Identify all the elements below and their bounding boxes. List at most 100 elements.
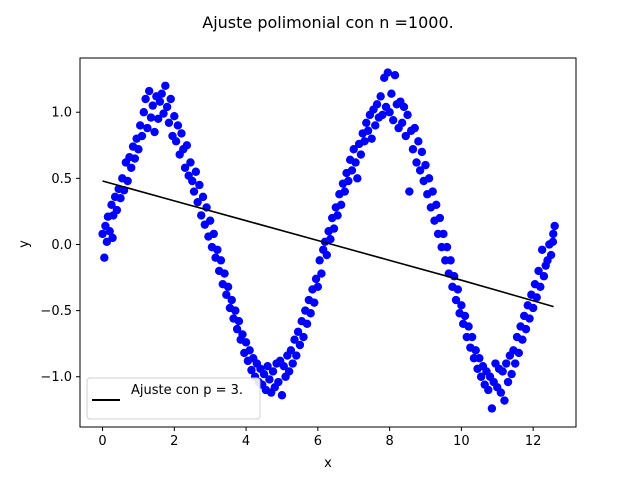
scatter-point	[340, 187, 349, 196]
scatter-point	[205, 216, 215, 225]
scatter-point	[112, 205, 122, 215]
scatter-point	[514, 348, 523, 358]
x-axis-label: x	[324, 456, 332, 471]
scatter-point	[496, 388, 506, 397]
scatter-point	[198, 192, 208, 202]
scatter-point	[383, 68, 393, 77]
chart-title: Ajuste polimonial con n =1000.	[202, 13, 453, 32]
scatter-point	[353, 174, 362, 183]
scatter-point	[216, 256, 226, 265]
scatter-point	[372, 100, 382, 109]
scatter-point	[245, 346, 254, 355]
scatter-point	[232, 324, 242, 334]
fit-line	[102, 180, 554, 308]
scatter-point	[164, 118, 174, 128]
scatter-point	[432, 200, 441, 210]
scatter-point	[290, 335, 299, 344]
scatter-point	[537, 245, 547, 254]
scatter-point	[518, 335, 527, 344]
scatter-point	[326, 234, 335, 244]
scatter-point	[507, 369, 516, 379]
scatter-point	[329, 224, 339, 233]
scatter-point	[363, 126, 373, 135]
scatter-point	[166, 94, 175, 104]
scatter-point	[408, 145, 418, 154]
scatter-point	[284, 367, 294, 376]
scatter-point	[193, 197, 202, 207]
scatter-point	[195, 180, 204, 190]
scatter-point	[139, 108, 148, 117]
scatter-point	[532, 293, 541, 302]
scatter-point	[223, 282, 233, 292]
scatter-point	[451, 295, 461, 305]
scatter-point	[421, 160, 430, 170]
scatter-point	[197, 211, 206, 220]
scatter-point	[322, 250, 332, 260]
x-tick-label: 8	[385, 434, 393, 449]
scatter-point	[191, 167, 201, 176]
scatter-point	[144, 86, 154, 96]
scatter-point	[227, 295, 236, 305]
scatter-point	[349, 145, 358, 154]
scatter-point	[100, 253, 109, 262]
scatter-point	[317, 269, 326, 278]
scatter-point	[502, 359, 511, 368]
x-tick-label: 12	[525, 434, 542, 449]
scatter-point	[292, 351, 301, 360]
scatter-point	[446, 256, 455, 265]
scatter-point	[367, 134, 376, 143]
scatter-point	[182, 141, 192, 150]
scatter-point	[503, 377, 513, 387]
scatter-point	[371, 121, 380, 130]
x-tick-label: 0	[98, 434, 106, 449]
scatter-point	[528, 303, 538, 313]
scatter-point	[310, 298, 319, 307]
scatter-point	[295, 340, 305, 350]
x-tick-label: 4	[242, 434, 250, 449]
scatter-point	[389, 115, 398, 125]
scatter-point	[525, 314, 534, 323]
scatter-point	[107, 200, 116, 210]
legend: Ajuste con p = 3.	[86, 377, 261, 420]
scatter-point	[188, 176, 197, 186]
scatter-point	[116, 193, 125, 203]
scatter-point	[313, 282, 323, 292]
scatter-point	[410, 123, 419, 133]
scatter-point	[424, 174, 434, 183]
scatter-point	[548, 237, 558, 247]
scatter-point	[417, 147, 427, 157]
scatter-point	[475, 354, 484, 363]
scatter-point	[439, 229, 448, 239]
x-axis-ticks: 0 2 4 6 8 10 12	[98, 427, 541, 449]
scatter-point	[376, 92, 385, 101]
scatter-point	[134, 145, 143, 154]
y-tick-label: −1.0	[40, 370, 72, 385]
scatter-point	[405, 187, 414, 196]
scatter-point	[105, 227, 114, 236]
scatter-point	[162, 102, 172, 112]
scatter-point	[189, 187, 199, 196]
scatter-point	[362, 118, 371, 128]
scatter-point	[302, 319, 312, 329]
scatter-point	[180, 163, 190, 172]
scatter-point	[360, 137, 369, 146]
scatter-point	[155, 97, 165, 106]
scatter-point	[399, 102, 409, 112]
scatter-point	[234, 316, 244, 326]
scatter-point	[387, 89, 396, 98]
scatter-point	[311, 274, 321, 284]
x-tick-label: 2	[170, 434, 178, 449]
scatter-point	[390, 70, 400, 80]
scatter-point	[123, 176, 132, 186]
scatter-point	[412, 158, 421, 167]
scatter-point	[177, 129, 186, 138]
axes-frame	[79, 57, 577, 428]
scatter-point	[460, 311, 470, 321]
scatter-point	[171, 137, 181, 146]
legend-box	[86, 377, 261, 420]
scatter-point	[403, 110, 412, 120]
scatter-point	[457, 301, 466, 310]
scatter-point	[401, 131, 410, 141]
